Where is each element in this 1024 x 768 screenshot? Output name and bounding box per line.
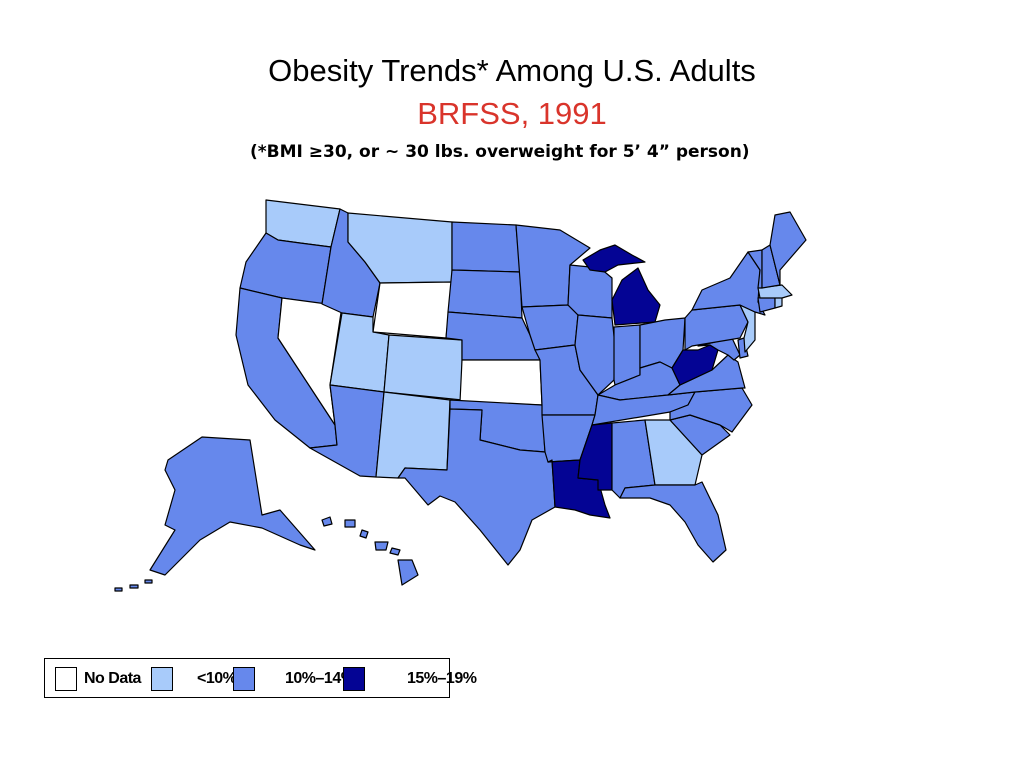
state-WI[interactable] bbox=[567, 264, 613, 319]
legend-label-lt10: <10% bbox=[197, 670, 237, 687]
legend-label-10-14: 10%–14% bbox=[285, 670, 355, 687]
chart-subtitle: BRFSS, 1991 bbox=[417, 96, 607, 131]
state-AK[interactable] bbox=[149, 436, 316, 576]
chart-title: Obesity Trends* Among U.S. Adults bbox=[268, 53, 756, 88]
state-MI-upper[interactable] bbox=[582, 244, 646, 273]
legend-label-no-data: No Data bbox=[84, 670, 141, 687]
bmi-footnote: (*BMI ≥30, or ~ 30 lbs. overweight for 5… bbox=[250, 142, 750, 162]
state-WY[interactable] bbox=[372, 281, 453, 339]
state-IL[interactable] bbox=[574, 314, 616, 396]
state-NC[interactable] bbox=[669, 387, 753, 433]
state-ND[interactable] bbox=[451, 221, 521, 273]
state-KS[interactable] bbox=[459, 359, 543, 406]
legend-swatch-no-data bbox=[55, 667, 77, 691]
state-SD[interactable] bbox=[447, 269, 523, 319]
legend-swatch-lt10 bbox=[151, 667, 173, 691]
state-MD[interactable] bbox=[697, 337, 741, 361]
state-HI[interactable] bbox=[321, 516, 419, 586]
state-MI[interactable] bbox=[611, 267, 661, 326]
state-TX[interactable] bbox=[397, 408, 556, 566]
legend-swatch-10-14 bbox=[233, 667, 255, 691]
state-ME[interactable] bbox=[769, 211, 807, 286]
state-NM[interactable] bbox=[375, 391, 451, 479]
state-VT[interactable] bbox=[747, 249, 763, 289]
legend-swatch-15-19 bbox=[343, 667, 365, 691]
state-GA[interactable] bbox=[644, 419, 703, 486]
legend: No Data <10% 10%–14% 15%–19% bbox=[44, 658, 477, 698]
state-CO[interactable] bbox=[383, 334, 463, 401]
legend-label-15-19: 15%–19% bbox=[407, 670, 477, 687]
state-FL[interactable] bbox=[619, 481, 727, 563]
aleutian-islands bbox=[114, 579, 153, 592]
state-DE[interactable] bbox=[737, 337, 749, 359]
state-MS[interactable] bbox=[577, 422, 613, 491]
